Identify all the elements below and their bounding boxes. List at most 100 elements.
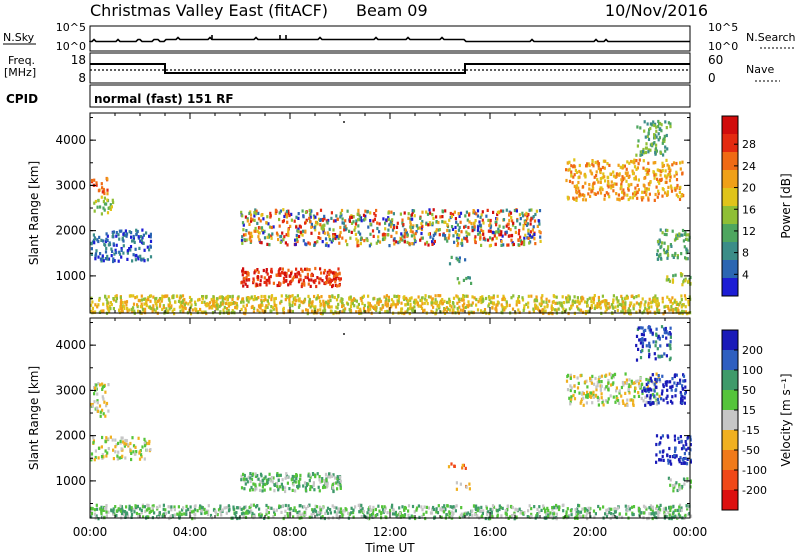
data-cell — [610, 180, 613, 184]
data-cell — [635, 334, 639, 338]
data-cell — [643, 129, 646, 133]
data-cell — [328, 238, 331, 242]
data-cell — [672, 255, 675, 259]
data-cell — [675, 481, 678, 485]
data-cell — [327, 299, 330, 303]
data-cell — [328, 294, 331, 299]
data-cell — [657, 179, 660, 183]
y-axis-label: Slant Range [km] — [27, 366, 41, 470]
data-cell — [657, 397, 660, 401]
data-cell — [305, 482, 308, 486]
data-cell — [226, 295, 229, 299]
data-cell — [524, 233, 527, 237]
data-cell — [287, 268, 290, 272]
data-cell — [315, 297, 318, 301]
data-cell — [533, 232, 536, 237]
data-cell — [245, 477, 248, 481]
data-cell — [642, 166, 645, 170]
data-cell — [319, 208, 323, 212]
data-cell — [446, 223, 449, 227]
data-cell — [406, 240, 409, 244]
data-cell — [620, 385, 623, 390]
data-cell — [566, 161, 569, 165]
data-cell — [378, 297, 381, 301]
data-cell — [669, 380, 672, 384]
data-cell — [165, 307, 168, 311]
data-cell — [647, 196, 650, 200]
data-cell — [381, 305, 385, 309]
data-cell — [543, 305, 546, 309]
data-cell — [141, 236, 144, 240]
data-cell — [285, 294, 288, 298]
data-cell — [242, 477, 245, 481]
data-cell — [407, 504, 411, 508]
data-cell — [372, 297, 375, 301]
data-cell — [607, 387, 610, 391]
data-cell — [595, 305, 599, 309]
data-cell — [462, 278, 465, 282]
data-cell — [637, 326, 640, 330]
data-cell — [219, 295, 222, 299]
data-cell — [576, 507, 579, 511]
data-cell — [684, 513, 687, 517]
data-cell — [669, 243, 672, 247]
data-cell — [660, 123, 663, 127]
data-cell — [511, 307, 515, 311]
data-cell — [183, 512, 186, 516]
data-cell — [173, 513, 176, 517]
data-cell — [438, 301, 441, 305]
data-cell — [559, 303, 562, 307]
data-cell — [628, 391, 631, 395]
data-cell — [376, 226, 379, 231]
data-cell — [583, 509, 587, 513]
data-cell — [321, 506, 324, 510]
data-cell — [363, 309, 366, 313]
data-cell — [573, 158, 576, 162]
data-cell — [348, 307, 351, 312]
data-cell — [644, 187, 647, 191]
data-cell — [518, 310, 521, 314]
data-cell — [663, 352, 666, 356]
data-cell — [435, 215, 438, 219]
data-cell — [584, 181, 587, 185]
data-cell — [260, 480, 263, 484]
data-cell — [357, 309, 360, 313]
data-cell — [257, 211, 260, 215]
data-cell — [213, 297, 216, 301]
data-cell — [335, 513, 338, 517]
data-cell — [608, 507, 611, 511]
data-cell — [317, 236, 320, 240]
data-cell — [598, 302, 601, 306]
data-cell — [669, 356, 672, 360]
data-cell — [521, 296, 524, 300]
data-cell — [665, 515, 668, 519]
data-cell — [660, 458, 663, 462]
data-cell — [624, 305, 627, 309]
data-cell — [284, 489, 287, 494]
data-cell — [277, 273, 280, 277]
data-cell — [450, 462, 453, 466]
data-cell — [216, 297, 219, 301]
data-cell — [666, 401, 669, 405]
data-cell — [630, 182, 633, 187]
data-cell — [346, 209, 349, 213]
data-cell — [135, 511, 139, 516]
data-cell — [568, 297, 571, 301]
data-cell — [332, 228, 335, 232]
data-cell — [314, 509, 318, 513]
data-cell — [286, 512, 289, 516]
data-cell — [271, 232, 274, 236]
data-cell — [633, 158, 636, 162]
data-cell — [132, 253, 135, 257]
data-cell — [248, 510, 251, 514]
data-cell — [112, 259, 115, 264]
data-cell — [295, 238, 298, 242]
data-cell — [519, 235, 522, 239]
data-cell — [442, 310, 445, 314]
data-cell — [110, 509, 113, 513]
data-cell — [252, 482, 255, 486]
data-cell — [144, 307, 147, 311]
data-cell — [269, 275, 272, 279]
data-cell — [465, 294, 468, 298]
data-cell — [113, 252, 116, 256]
